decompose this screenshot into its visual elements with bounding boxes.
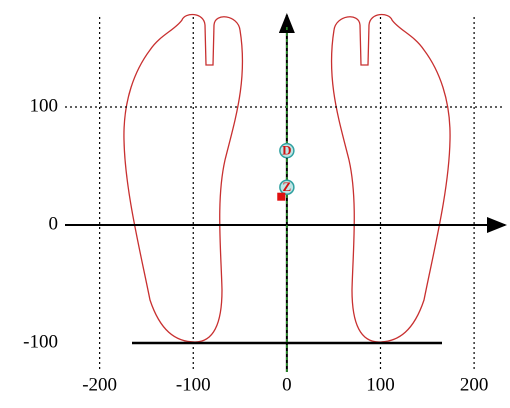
- point: [277, 192, 286, 201]
- feet-outlines: [123, 13, 451, 343]
- x-tick-label: -100: [176, 374, 211, 395]
- x-tick-label: 0: [282, 374, 292, 395]
- left-foot: [123, 13, 244, 343]
- right-foot: [330, 13, 451, 343]
- point-label: Z: [283, 179, 292, 194]
- point: [279, 142, 295, 159]
- x-tick-label: 100: [366, 374, 395, 395]
- point: [279, 179, 295, 196]
- y-tick-label: -100: [23, 331, 58, 352]
- x-tick-label: 200: [460, 374, 489, 395]
- y-tick-label: 100: [30, 95, 59, 116]
- x-tick-label: -200: [82, 374, 117, 395]
- y-tick-label: 0: [49, 213, 59, 234]
- point-label: D: [282, 143, 291, 158]
